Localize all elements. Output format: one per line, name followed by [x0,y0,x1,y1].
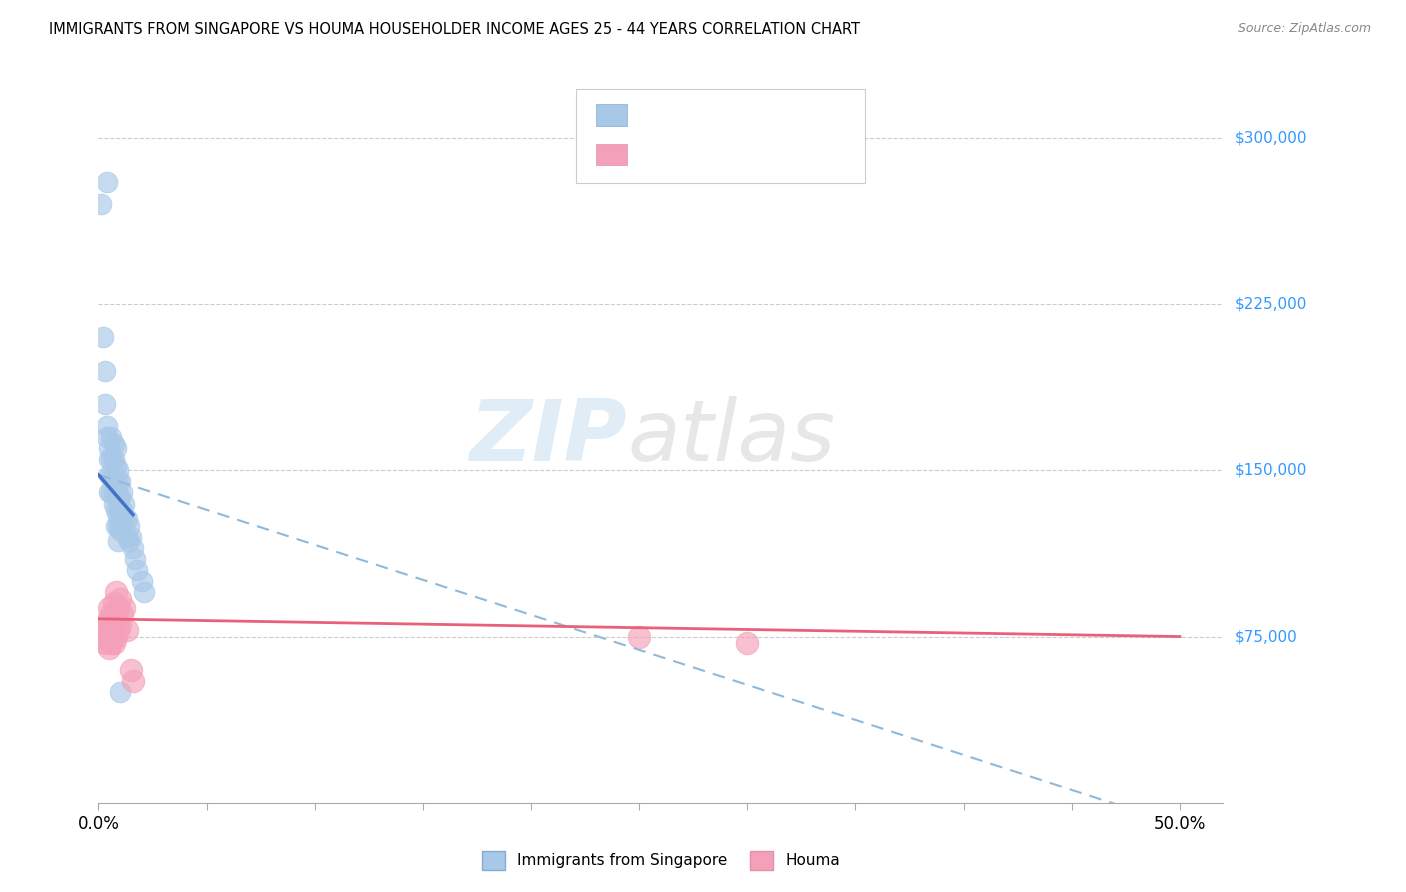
Point [98,467,121,482]
Text: R =: R = [633,147,666,161]
Point [120,663,142,677]
Point [120,530,142,544]
Point [104,518,127,533]
Point [112,497,135,511]
Point [124,552,146,566]
Point [108,591,131,606]
Point [103,596,125,610]
Point [628,630,651,644]
Point [107,475,129,489]
Point [103,497,125,511]
Point [115,512,138,526]
Point [96,430,118,444]
Text: IMMIGRANTS FROM SINGAPORE VS HOUMA HOUSEHOLDER INCOME AGES 25 - 44 YEARS CORRELA: IMMIGRANTS FROM SINGAPORE VS HOUMA HOUSE… [49,22,860,37]
Point [115,623,138,637]
Point [103,485,125,500]
Point [103,614,125,628]
Point [100,467,122,482]
Point [104,585,127,599]
Text: $150,000: $150,000 [1234,463,1306,478]
Point [103,636,125,650]
Point [91,623,114,637]
Point [107,490,129,504]
Text: $300,000: $300,000 [1234,130,1306,145]
Point [108,685,131,699]
Point [96,419,118,434]
Point [118,534,141,549]
Point [91,330,114,344]
Text: R =: R = [633,108,666,122]
Point [103,467,125,482]
Point [122,541,145,555]
Point [104,441,127,455]
Point [90,197,112,211]
Point [94,618,117,632]
Point [104,475,127,489]
Point [112,512,135,526]
Point [111,485,134,500]
Point [107,600,129,615]
Text: N =: N = [735,108,769,122]
Point [94,636,117,650]
Point [98,485,121,500]
Point [107,623,129,637]
Point [100,485,122,500]
Text: ZIP: ZIP [470,395,627,479]
Point [98,452,121,467]
Point [94,363,117,377]
Point [103,436,125,450]
Point [90,630,112,644]
Text: N =: N = [735,147,769,161]
Point [108,490,131,504]
Point [108,475,131,489]
Point [100,430,122,444]
Point [100,452,122,467]
Text: 28: 28 [766,147,787,161]
Point [104,630,127,644]
Text: Source: ZipAtlas.com: Source: ZipAtlas.com [1237,22,1371,36]
Text: $225,000: $225,000 [1234,297,1306,311]
Point [108,523,131,537]
Point [104,503,127,517]
Point [98,623,121,637]
Text: -0.141: -0.141 [664,147,717,161]
Point [111,503,134,517]
Point [108,508,131,522]
Point [104,458,127,473]
Point [94,397,117,411]
Legend: Immigrants from Singapore, Houma: Immigrants from Singapore, Houma [475,845,846,876]
Point [131,574,153,589]
Point [127,563,149,577]
Point [107,534,129,549]
Point [108,618,131,632]
Point [104,607,127,622]
Text: atlas: atlas [627,395,835,479]
Point [98,640,121,655]
Point [98,441,121,455]
Point [103,452,125,467]
Point [96,614,118,628]
Point [112,600,135,615]
Point [111,518,134,533]
Point [118,518,141,533]
Text: -0.042: -0.042 [664,108,713,122]
Point [96,175,118,189]
Point [737,636,759,650]
Point [100,607,122,622]
Text: 52: 52 [766,108,787,122]
Point [107,463,129,477]
Point [111,607,134,622]
Point [96,630,118,644]
Point [122,673,145,688]
Point [107,518,129,533]
Point [104,490,127,504]
Point [132,585,155,599]
Point [107,508,129,522]
Point [115,530,138,544]
Point [100,636,122,650]
Point [98,600,121,615]
Text: $75,000: $75,000 [1234,629,1298,644]
